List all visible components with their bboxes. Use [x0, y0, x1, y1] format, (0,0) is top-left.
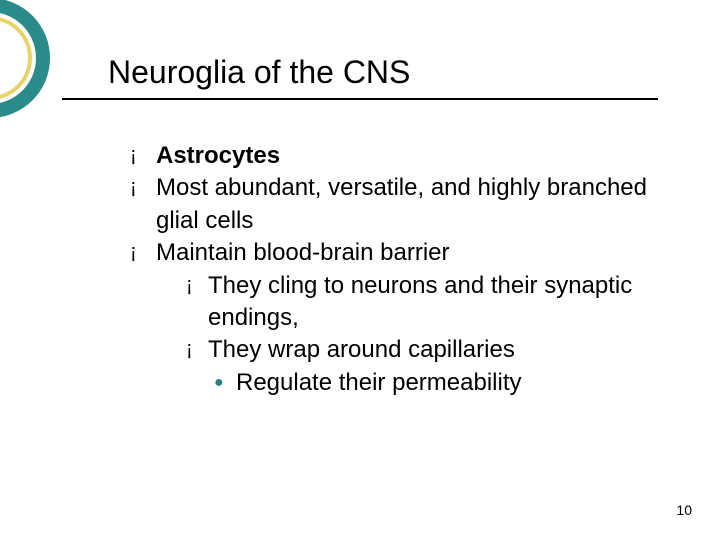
page-number: 10 — [676, 502, 692, 518]
slide-body: ¡ Astrocytes ¡ Most abundant, versatile,… — [130, 140, 670, 399]
bullet-l1-icon: ¡ — [130, 140, 156, 171]
bullet-l2-icon: ¡ — [186, 270, 208, 301]
bullet-l3-icon: ● — [214, 367, 236, 399]
bullet-text: Astrocytes — [156, 140, 670, 172]
bullet-l1-icon: ¡ — [130, 172, 156, 203]
bullet-subitem: ¡ They wrap around capillaries — [186, 334, 670, 366]
bullet-text: They wrap around capillaries — [208, 334, 670, 366]
title-underline — [62, 98, 658, 100]
bullet-text: Regulate their permeability — [236, 367, 670, 399]
title-wrap: Neuroglia of the CNS — [108, 54, 410, 91]
bullet-item: ¡ Most abundant, versatile, and highly b… — [130, 172, 670, 237]
slide-title: Neuroglia of the CNS — [108, 54, 410, 91]
bullet-l1-icon: ¡ — [130, 237, 156, 268]
bullet-subitem: ¡ They cling to neurons and their synapt… — [186, 270, 670, 335]
bullet-subsubitem: ● Regulate their permeability — [214, 367, 670, 399]
bullet-l2-icon: ¡ — [186, 334, 208, 365]
bullet-text: They cling to neurons and their synaptic… — [208, 270, 670, 335]
bullet-text: Maintain blood-brain barrier — [156, 237, 670, 269]
bullet-text: Most abundant, versatile, and highly bra… — [156, 172, 670, 237]
bullet-item: ¡ Maintain blood-brain barrier — [130, 237, 670, 269]
bullet-item: ¡ Astrocytes — [130, 140, 670, 172]
slide: Neuroglia of the CNS ¡ Astrocytes ¡ Most… — [0, 0, 720, 540]
